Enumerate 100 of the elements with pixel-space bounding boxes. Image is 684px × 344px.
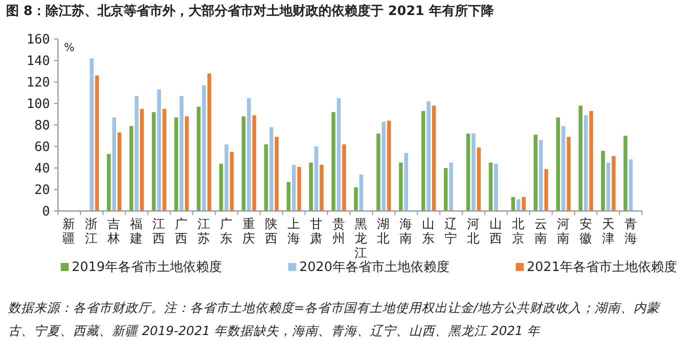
bar (184, 116, 189, 211)
y-tick-label: 20 (34, 183, 50, 198)
x-tick-label: 黑龙江 (354, 216, 368, 260)
bar (612, 156, 616, 211)
x-tick-label: 海南 (400, 216, 413, 246)
bar (387, 120, 391, 211)
x-tick-label: 河南 (556, 216, 570, 246)
bar (224, 144, 228, 211)
bar (162, 108, 166, 211)
y-tick-label: 80 (34, 118, 50, 134)
y-tick-label: 120 (26, 76, 50, 90)
bar (90, 58, 94, 211)
bar (444, 168, 448, 211)
bar (426, 101, 431, 211)
bar (207, 73, 212, 211)
y-axis-title: % (64, 41, 74, 54)
x-tick-label: 天津 (602, 216, 615, 246)
x-tick-label: 广西 (175, 216, 188, 246)
bar (297, 166, 302, 211)
bar (112, 117, 116, 211)
bar (196, 106, 201, 211)
bar (314, 146, 318, 211)
bar (472, 134, 476, 211)
x-tick-label: 吉林 (106, 216, 121, 246)
bar (628, 159, 633, 211)
bar (342, 144, 346, 211)
bar (292, 164, 296, 211)
x-tick-label: 甘肃 (310, 216, 323, 246)
bar (488, 162, 493, 211)
x-tick-label: 陕西 (264, 216, 278, 246)
x-tick-label: 山西 (490, 216, 502, 246)
x-tick-label: 青海 (624, 216, 638, 246)
x-tick-label: 安徽 (579, 216, 592, 246)
x-tick-label: 浙江 (85, 216, 98, 246)
x-tick-label: 河北 (467, 216, 480, 246)
bar (274, 136, 279, 211)
bar (354, 187, 358, 211)
bar (180, 96, 184, 211)
bar (601, 150, 605, 211)
y-tick-label: 100 (26, 97, 50, 112)
bar (336, 98, 341, 211)
bar (556, 117, 560, 211)
bar (202, 85, 206, 211)
bar (152, 112, 156, 211)
bar (264, 144, 268, 211)
bar (606, 162, 610, 211)
y-tick-label: 60 (34, 140, 50, 155)
bar (432, 106, 436, 211)
bar (584, 115, 588, 211)
bar (309, 162, 313, 211)
bar (359, 174, 364, 211)
x-tick-label: 辽宁 (444, 216, 458, 246)
bar (252, 115, 256, 211)
bar (129, 126, 134, 211)
x-tick-label: 北京 (512, 216, 525, 246)
x-tick-label: 广东 (220, 216, 233, 246)
bar (494, 164, 498, 211)
x-tick-label: 重庆 (242, 216, 256, 246)
bar (466, 134, 470, 211)
x-tick-label: 山东 (422, 216, 436, 246)
y-tick-label: 140 (26, 54, 50, 69)
x-tick-label: 新疆 (62, 216, 76, 246)
bar (516, 199, 520, 211)
bar (118, 132, 122, 211)
bar (544, 169, 548, 211)
bar (230, 152, 234, 211)
x-tick-label: 贵州 (332, 216, 346, 246)
bar (134, 96, 139, 211)
bar (404, 152, 408, 211)
bar (157, 90, 161, 211)
bar (219, 164, 224, 211)
bar (174, 117, 178, 211)
bar (269, 127, 274, 211)
bar (476, 148, 481, 211)
bar (95, 76, 99, 211)
bar (247, 98, 251, 211)
y-tick-label: 0 (42, 204, 50, 220)
bar (376, 134, 380, 211)
bar (332, 112, 336, 211)
bar (320, 164, 324, 211)
bar (578, 106, 582, 211)
chart-title: 图 8：除江苏、北京等省市外，大部分省市对土地财政的依赖度于 2021 年有所下降 (6, 3, 495, 19)
bar (382, 122, 386, 211)
bar (242, 116, 246, 211)
bar (106, 154, 111, 211)
bar (511, 197, 516, 211)
bar (534, 134, 538, 211)
bar (589, 111, 594, 211)
bar (624, 136, 628, 211)
x-tick-label: 云南 (534, 216, 548, 246)
bar (561, 126, 566, 211)
bar (421, 111, 426, 211)
bar (539, 140, 543, 211)
bar (449, 162, 453, 211)
x-tick-label: 福建 (129, 216, 144, 246)
bar (286, 182, 290, 211)
bar (398, 162, 403, 211)
x-tick-label: 江苏 (198, 216, 210, 246)
x-tick-label: 上海 (287, 216, 300, 246)
x-tick-label: 江西 (152, 216, 166, 246)
